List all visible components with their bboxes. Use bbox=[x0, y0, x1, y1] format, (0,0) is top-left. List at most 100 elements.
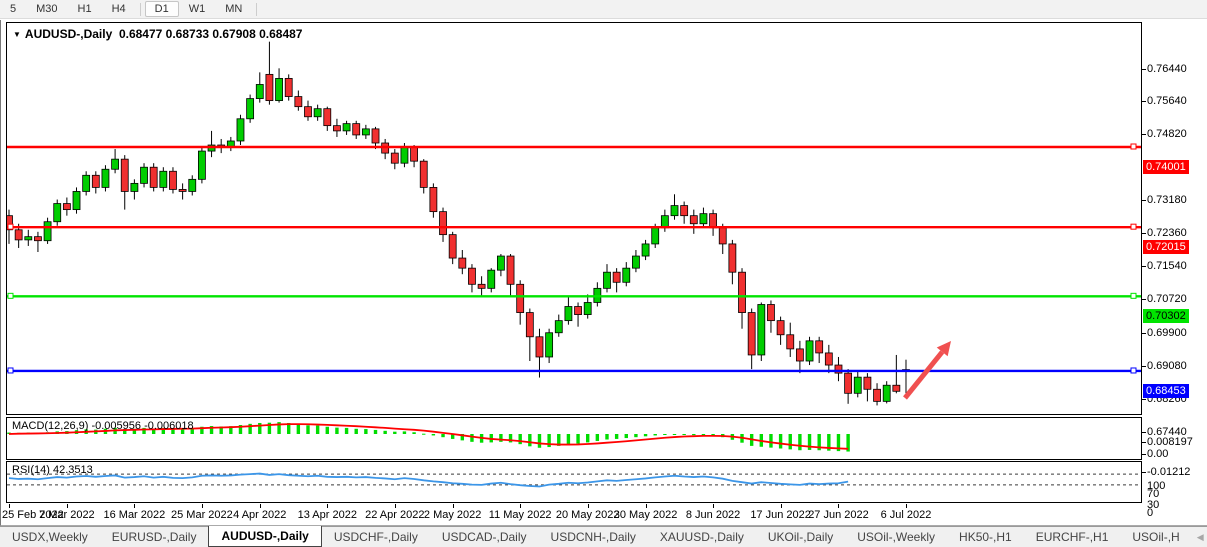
arrow-head-icon bbox=[936, 341, 951, 357]
tab-usoil-h[interactable]: USOil-,H bbox=[1132, 530, 1180, 544]
rsi-tick-label: 100 bbox=[1147, 480, 1166, 492]
macd-bar bbox=[701, 434, 706, 436]
macd-pane[interactable]: MACD(12,26,9) -0.005956 -0.006018 bbox=[6, 417, 1142, 460]
line-handle-icon[interactable] bbox=[7, 223, 14, 230]
macd-bar bbox=[171, 428, 175, 434]
macd-bar bbox=[634, 434, 638, 438]
tab-usdcad-daily[interactable]: USDCAD-,Daily bbox=[441, 530, 527, 544]
candle-body bbox=[429, 187, 438, 213]
candle-body bbox=[111, 158, 119, 170]
price-tick-label: 0.69080 bbox=[1147, 359, 1187, 372]
tab-usdchf-daily[interactable]: USDCHF-,Daily bbox=[333, 530, 418, 544]
candle-body bbox=[545, 332, 554, 358]
candle-body bbox=[62, 203, 71, 211]
candle-body bbox=[564, 306, 573, 322]
horizontal-line-0.68453[interactable] bbox=[7, 367, 1141, 374]
macd-bar bbox=[258, 422, 262, 434]
macd-bar bbox=[209, 426, 214, 434]
macd-bar bbox=[296, 424, 301, 434]
tab-usdx-weekly[interactable]: USDX,Weekly bbox=[12, 530, 88, 544]
rsi-tick-label: 70 bbox=[1147, 488, 1160, 501]
tab-hk50-h1[interactable]: HK50-,H1 bbox=[959, 530, 1012, 544]
candlestick-chart bbox=[7, 41, 1141, 406]
candle-body bbox=[24, 236, 33, 241]
timeframe-button-m30[interactable]: M30 bbox=[36, 3, 58, 15]
line-handle-icon[interactable] bbox=[1130, 143, 1137, 150]
candle-body bbox=[448, 234, 457, 259]
candle-body bbox=[853, 376, 862, 394]
macd-bar bbox=[219, 426, 223, 434]
candle-body bbox=[197, 150, 206, 180]
horizontal-line-0.74001[interactable] bbox=[7, 143, 1141, 150]
chart-title-symbol: AUDUSD-,Daily bbox=[24, 27, 113, 41]
tab-xauusd-daily[interactable]: XAUUSD-,Daily bbox=[659, 530, 744, 544]
candle-body bbox=[728, 243, 737, 273]
horizontal-line-0.70302[interactable] bbox=[7, 292, 1141, 299]
timeframe-button-w1[interactable]: W1 bbox=[188, 3, 206, 15]
candle-body bbox=[43, 221, 52, 242]
timeframe-toolbar: 5 M30 H1 H4 D1 W1 MN bbox=[0, 0, 1207, 19]
line-price-label: 0.72015 bbox=[1143, 240, 1189, 255]
candle-body bbox=[91, 174, 100, 188]
candle-body bbox=[815, 340, 824, 354]
macd-bar bbox=[412, 432, 416, 434]
candle-body bbox=[458, 257, 467, 269]
candle-body bbox=[824, 352, 833, 366]
macd-bar bbox=[200, 426, 204, 434]
macd-bar bbox=[190, 428, 194, 434]
candle-body bbox=[699, 213, 708, 225]
macd-bar bbox=[692, 434, 696, 436]
tab-ukoil-daily[interactable]: UKOil-,Daily bbox=[767, 530, 834, 544]
line-handle-icon[interactable] bbox=[1130, 367, 1137, 374]
tab-audusd-daily[interactable]: AUDUSD-,Daily bbox=[208, 526, 322, 547]
macd-bar bbox=[180, 428, 185, 434]
date-tick-mark bbox=[905, 504, 907, 508]
candle-body bbox=[255, 84, 264, 99]
candle-body bbox=[400, 146, 409, 164]
candle-body bbox=[632, 255, 640, 269]
tab-eurchf-h1[interactable]: EURCHF-,H1 bbox=[1035, 530, 1109, 544]
tab-scroll-controls: ◀▶ bbox=[1192, 527, 1207, 547]
timeframe-button-h4[interactable]: H4 bbox=[111, 3, 126, 15]
macd-bar bbox=[614, 434, 619, 439]
date-tick-label: 20 May 2022 bbox=[555, 509, 620, 521]
line-handle-icon[interactable] bbox=[7, 367, 14, 374]
candle-body bbox=[738, 271, 746, 313]
scroll-left-arrow-icon[interactable]: ◀ bbox=[1196, 531, 1204, 542]
macd-bar bbox=[499, 434, 503, 442]
horizontal-line-0.72015[interactable] bbox=[7, 223, 1141, 230]
date-tick-mark bbox=[452, 504, 454, 508]
tab-eurusd-daily[interactable]: EURUSD-,Daily bbox=[111, 530, 197, 544]
line-handle-icon[interactable] bbox=[1130, 223, 1137, 230]
tab-usdcnh-daily[interactable]: USDCNH-,Daily bbox=[550, 530, 636, 544]
macd-tick-label: 0.008197 bbox=[1147, 436, 1193, 449]
price-tick-label: 0.70720 bbox=[1147, 293, 1187, 306]
candle-body bbox=[294, 96, 303, 108]
rsi-pane[interactable]: RSI(14) 42.3513 bbox=[6, 461, 1142, 503]
candle-body bbox=[120, 158, 129, 192]
date-tick-label: 25 Mar 2022 bbox=[171, 509, 233, 521]
date-tick-mark bbox=[201, 504, 203, 508]
line-handle-icon[interactable] bbox=[1130, 292, 1137, 299]
chart-menu-triangle-icon[interactable]: ▼ bbox=[13, 30, 21, 39]
tab-usoil-weekly[interactable]: USOil-,Weekly bbox=[857, 530, 936, 544]
candle-body bbox=[882, 384, 891, 402]
trend-arrow-annotation[interactable] bbox=[903, 341, 951, 400]
timeframe-button-h1[interactable]: H1 bbox=[77, 3, 92, 15]
rsi-chart bbox=[7, 472, 1141, 488]
timeframe-button-mn[interactable]: MN bbox=[225, 3, 243, 15]
candle-body bbox=[670, 205, 679, 217]
line-handle-icon[interactable] bbox=[7, 292, 14, 299]
timeframe-button-5[interactable]: 5 bbox=[10, 3, 17, 15]
date-tick-label: 25 Feb 2022 bbox=[2, 509, 64, 521]
price-pane[interactable]: ▼ AUDUSD-,Daily 0.68477 0.68733 0.67908 0… bbox=[6, 22, 1142, 415]
candle-body bbox=[323, 108, 332, 127]
candle-body bbox=[313, 108, 322, 118]
macd-bar bbox=[778, 434, 783, 449]
date-axis[interactable]: 25 Feb 2022 7 Mar 2022 16 Mar 2022 25 Mar 2… bbox=[1, 504, 1207, 526]
macd-bar bbox=[682, 434, 686, 435]
timeframe-button-d1[interactable]: D1 bbox=[144, 1, 179, 17]
macd-bar bbox=[287, 422, 291, 434]
price-tick-label: 0.71540 bbox=[1147, 260, 1187, 273]
macd-bar bbox=[315, 425, 320, 434]
